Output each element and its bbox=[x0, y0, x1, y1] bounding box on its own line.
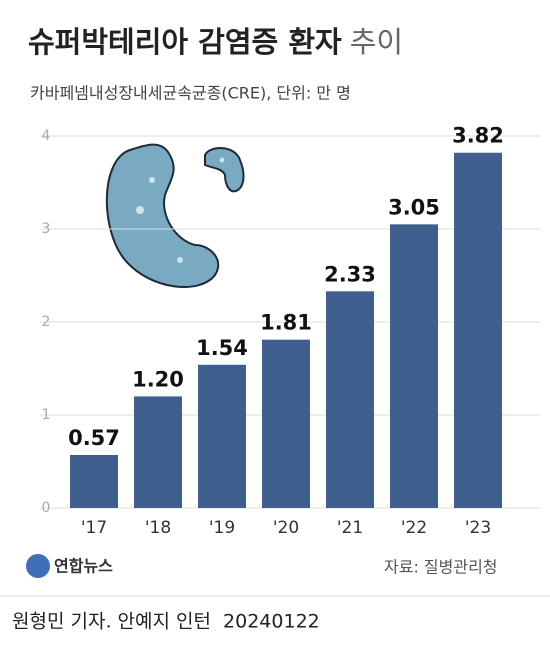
logo-icon bbox=[26, 554, 50, 578]
x-tick-label: '19 bbox=[209, 518, 235, 538]
data-label: 3.05 bbox=[388, 195, 440, 219]
bar bbox=[134, 396, 182, 508]
x-tick-label: '21 bbox=[337, 518, 363, 538]
x-tick-label: '23 bbox=[465, 518, 491, 538]
y-tick-label: 0 bbox=[42, 500, 51, 516]
x-tick-label: '22 bbox=[401, 518, 427, 538]
logo: 연합뉴스 bbox=[54, 557, 113, 576]
y-tick-label: 1 bbox=[42, 407, 51, 423]
bar bbox=[454, 152, 502, 509]
data-label: 1.20 bbox=[132, 367, 184, 391]
bar bbox=[262, 339, 310, 508]
x-tick-label: '17 bbox=[81, 518, 107, 538]
bar bbox=[326, 291, 374, 508]
bar bbox=[198, 364, 246, 508]
source: 자료: 질병관리청 bbox=[384, 558, 498, 577]
y-tick-label: 2 bbox=[42, 314, 51, 330]
title-main: 슈퍼박테리아 감염증 환자 bbox=[28, 25, 342, 59]
bar bbox=[70, 454, 118, 508]
data-label: 3.82 bbox=[452, 124, 504, 148]
chart-title: 슈퍼박테리아 감염증 환자 추이 bbox=[28, 25, 403, 59]
x-tick-label: '20 bbox=[273, 518, 299, 538]
x-tick-label: '18 bbox=[145, 518, 171, 538]
data-label: 2.33 bbox=[324, 262, 376, 286]
y-tick-label: 4 bbox=[42, 128, 51, 144]
bacteria-illustration bbox=[105, 143, 245, 288]
data-label: 1.54 bbox=[196, 336, 248, 360]
title-light: 추이 bbox=[350, 25, 403, 59]
bar bbox=[390, 224, 438, 508]
subtitle: 카바페넴내성장내세균속균종(CRE), 단위: 만 명 bbox=[30, 84, 351, 103]
credit: 원형민 기자. 안예지 인턴 20240122 bbox=[12, 611, 320, 633]
data-label: 0.57 bbox=[68, 426, 120, 450]
y-tick-label: 3 bbox=[42, 221, 51, 237]
data-label: 1.81 bbox=[260, 311, 312, 335]
